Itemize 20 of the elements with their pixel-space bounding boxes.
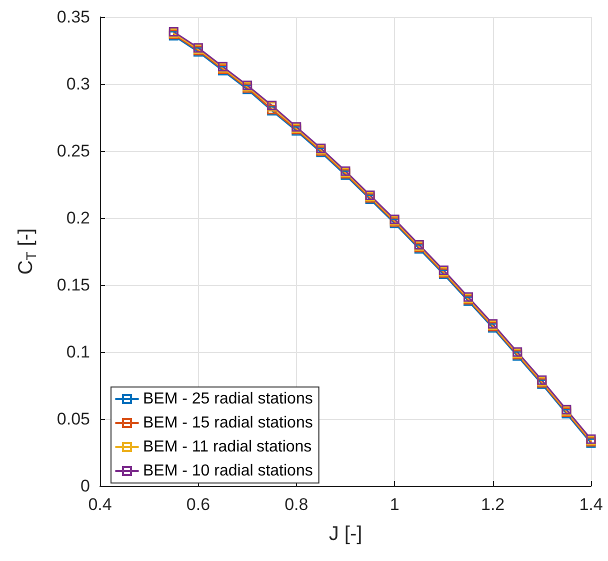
y-tick-label: 0.25 [56, 142, 90, 160]
legend-label: BEM - 25 radial stations [143, 390, 313, 408]
x-tick-label: 1.2 [480, 495, 505, 514]
y-tick-label: 0.05 [56, 410, 90, 428]
y-tick-label: 0.1 [66, 342, 90, 362]
x-tick-label: 1.4 [579, 495, 603, 514]
x-axis-title: J [-] [328, 523, 362, 545]
y-tick-label: 0.15 [56, 276, 90, 294]
x-tick-label: 0.8 [284, 495, 308, 514]
legend-label: BEM - 10 radial stations [143, 462, 313, 480]
y-tick-label: 0.2 [66, 208, 90, 228]
y-axis-title: CT [-] [15, 228, 39, 275]
legend-label: BEM - 11 radial stations [143, 438, 312, 456]
x-tick-label: 1 [390, 495, 400, 514]
legend-label: BEM - 15 radial stations [143, 414, 313, 432]
y-tick-label: 0.35 [56, 8, 90, 26]
y-tick-label: 0 [80, 476, 90, 496]
x-tick-label: 0.6 [186, 495, 210, 514]
x-tick-label: 0.4 [88, 495, 112, 514]
y-tick-label: 0.3 [66, 74, 90, 94]
